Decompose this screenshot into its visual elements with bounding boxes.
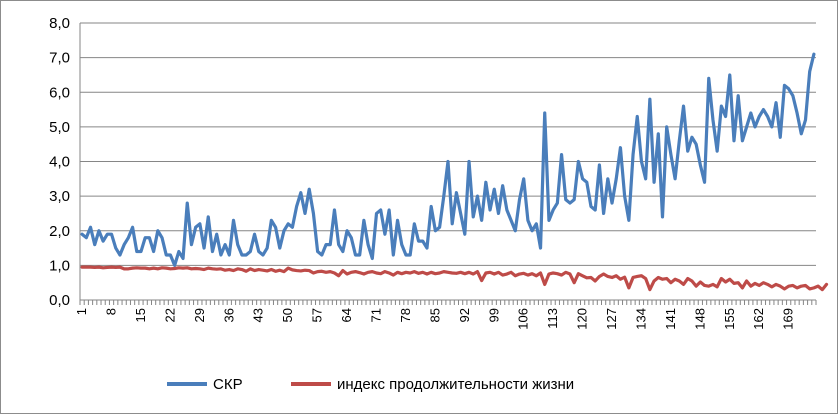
x-tick-label: 64 bbox=[339, 308, 354, 322]
y-tick-label: 8,0 bbox=[49, 15, 70, 32]
x-tick-label: 134 bbox=[633, 308, 648, 330]
x-tick-label: 106 bbox=[516, 308, 531, 330]
x-tick-label: 36 bbox=[221, 308, 236, 322]
x-tick-label: 99 bbox=[486, 308, 501, 322]
x-tick-label: 22 bbox=[162, 308, 177, 322]
series-line-life-expectancy bbox=[80, 265, 829, 292]
y-tick-label: 6,0 bbox=[49, 84, 70, 101]
x-tick-label: 57 bbox=[310, 308, 325, 322]
x-tick-label: 148 bbox=[692, 308, 707, 330]
x-tick-label: 71 bbox=[369, 308, 384, 322]
x-tick-label: 85 bbox=[427, 308, 442, 322]
y-tick-label: 7,0 bbox=[49, 50, 70, 67]
x-tick-label: 8 bbox=[104, 308, 119, 315]
y-tick-label: 4,0 bbox=[49, 154, 70, 171]
x-tick-label: 127 bbox=[604, 308, 619, 330]
series-line-skr bbox=[80, 52, 816, 267]
x-tick-label: 1 bbox=[74, 308, 89, 315]
legend-label-life-expectancy: индекс продолжительности жизни bbox=[337, 376, 574, 393]
x-tick-label: 92 bbox=[457, 308, 472, 322]
y-tick-label: 1,0 bbox=[49, 257, 70, 274]
y-tick-label: 2,0 bbox=[49, 223, 70, 240]
series-lines bbox=[80, 52, 829, 292]
y-tick-label: 5,0 bbox=[49, 119, 70, 136]
legend: СКР индекс продолжительности жизни bbox=[167, 376, 574, 393]
y-tick-label: 0,0 bbox=[49, 292, 70, 309]
x-tick-label: 141 bbox=[663, 308, 678, 330]
x-tick-label: 169 bbox=[781, 308, 796, 330]
x-tick-label: 50 bbox=[280, 308, 295, 322]
x-tick-label: 113 bbox=[545, 308, 560, 329]
y-tick-label: 3,0 bbox=[49, 188, 70, 205]
x-tick-label: 120 bbox=[575, 308, 590, 330]
x-tick-label: 162 bbox=[751, 308, 766, 330]
x-axis: 1 8 15 22 29 36 43 50 57 64 71 78 85 92 99 106 113 120 127… bbox=[74, 23, 817, 330]
x-tick-label: 155 bbox=[722, 308, 737, 330]
x-tick-label: 43 bbox=[251, 308, 266, 322]
legend-label-skr: СКР bbox=[213, 376, 243, 393]
x-tick-label: 15 bbox=[133, 308, 148, 322]
x-tick-label: 78 bbox=[398, 308, 413, 322]
x-tick-label: 29 bbox=[192, 308, 207, 322]
y-axis-tick-labels: 0,0 1,0 2,0 3,0 4,0 5,0 6,0 7,0 8,0 bbox=[49, 15, 70, 309]
